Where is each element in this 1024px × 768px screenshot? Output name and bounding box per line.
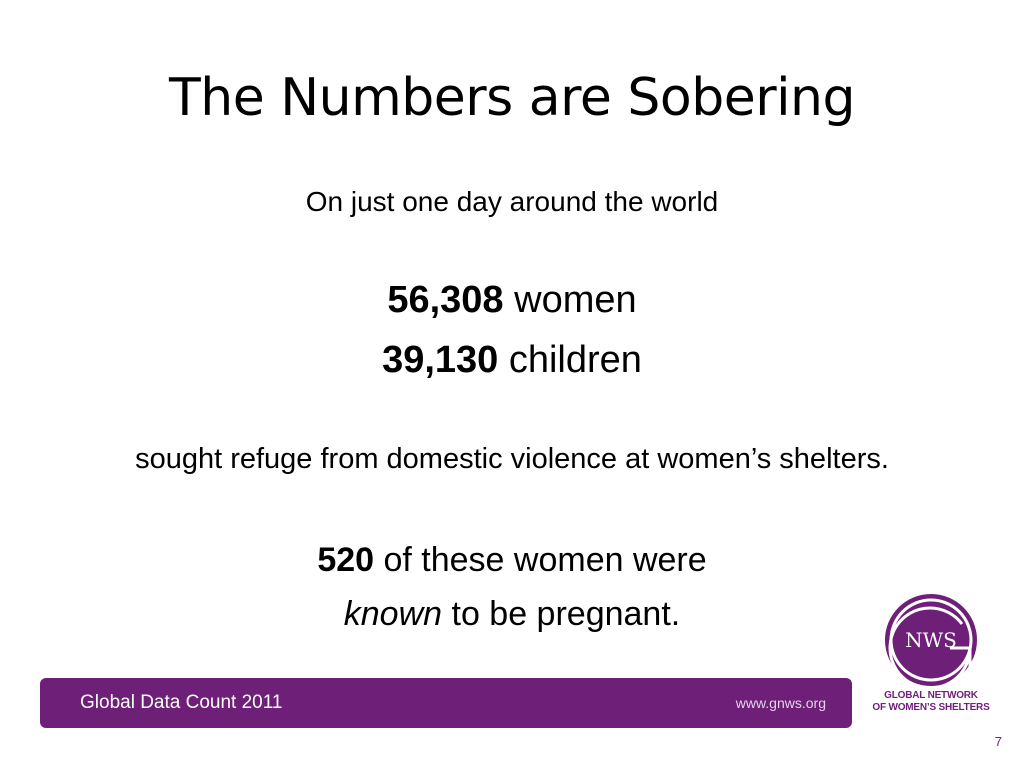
logo-caption: GLOBAL NETWORK OF WOMEN’S SHELTERS — [866, 690, 996, 714]
pregnant-line-1: 520 of these women were — [0, 538, 1024, 582]
stat-children: 39,130 children — [0, 336, 1024, 384]
logo-line-2: OF WOMEN’S SHELTERS — [872, 702, 990, 713]
pregnant-line1-rest: of these women were — [374, 541, 707, 579]
gnws-logo: NWS GLOBAL NETWORK OF WOMEN’S SHELTERS — [866, 588, 996, 733]
gnws-logo-icon — [885, 594, 977, 690]
pregnant-line2-rest: to be pregnant. — [442, 595, 681, 633]
stat-children-value: 39,130 — [382, 339, 499, 381]
pregnant-value: 520 — [317, 541, 375, 579]
stat-women-value: 56,308 — [387, 279, 504, 321]
logo-mark: NWS — [905, 628, 957, 652]
footer-bar: Global Data Count 2011 www.gnws.org — [40, 678, 852, 728]
page-number: 7 — [994, 734, 1002, 749]
footer-url: www.gnws.org — [735, 695, 826, 711]
logo-line-1: GLOBAL NETWORK — [884, 690, 978, 701]
stat-children-label: children — [498, 339, 642, 381]
refuge-text: sought refuge from domestic violence at … — [135, 443, 889, 475]
pregnant-line-2: known to be pregnant. — [0, 592, 1024, 636]
footer-title: Global Data Count 2011 — [80, 692, 283, 713]
slide-subtitle: On just one day around the world — [305, 186, 719, 217]
pregnant-emphasis: known — [343, 595, 443, 633]
slide-title: The Numbers are Sobering — [169, 68, 856, 128]
stat-women-label: women — [503, 279, 637, 321]
stat-women: 56,308 women — [0, 276, 1024, 324]
